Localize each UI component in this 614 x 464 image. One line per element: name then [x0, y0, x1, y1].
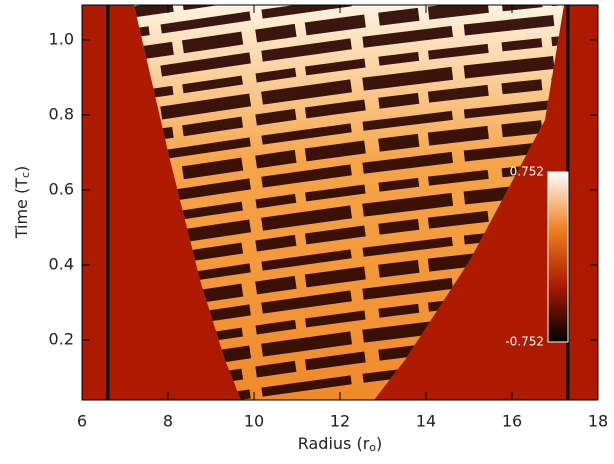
- stripe: [134, 112, 564, 196]
- stripe: [134, 5, 564, 70]
- stripe: [134, 323, 564, 400]
- x-tick-label: 18: [588, 412, 608, 431]
- y-tick-label: 0.6: [49, 179, 74, 198]
- y-tick-label: 0.8: [49, 104, 74, 123]
- stripe: [134, 197, 564, 279]
- stripe: [134, 156, 564, 236]
- heatmap-stripes: [134, 5, 564, 400]
- y-tick-label: 1.0: [49, 29, 74, 48]
- colorbar: [547, 171, 569, 343]
- heatmap-field: [134, 5, 564, 400]
- stripe: [134, 8, 564, 90]
- x-tick-label: 12: [330, 412, 350, 431]
- stripe: [134, 30, 564, 110]
- x-tick-label: 16: [502, 412, 522, 431]
- stripe: [134, 175, 564, 259]
- colorbar-label: 0.752: [510, 165, 544, 179]
- x-tick-label: 14: [416, 412, 436, 431]
- stripe: [134, 71, 564, 153]
- stripe: [134, 134, 564, 216]
- y-tick-label: 0.2: [49, 329, 74, 348]
- x-tick-label: 10: [244, 412, 264, 431]
- x-axis-label: Radius (ro): [298, 434, 383, 455]
- stripe: [134, 93, 564, 173]
- x-tick-label: 6: [77, 412, 87, 431]
- stripe: [134, 282, 564, 362]
- stripe: [134, 5, 564, 47]
- x-tick-label: 8: [163, 412, 173, 431]
- colorbar-label: -0.752: [505, 335, 544, 349]
- plot-area: [82, 5, 598, 400]
- stripe: [134, 49, 564, 133]
- y-axis-label: Time (Tc): [12, 166, 33, 240]
- y-tick-label: 0.4: [49, 254, 74, 273]
- stripe: [134, 238, 564, 322]
